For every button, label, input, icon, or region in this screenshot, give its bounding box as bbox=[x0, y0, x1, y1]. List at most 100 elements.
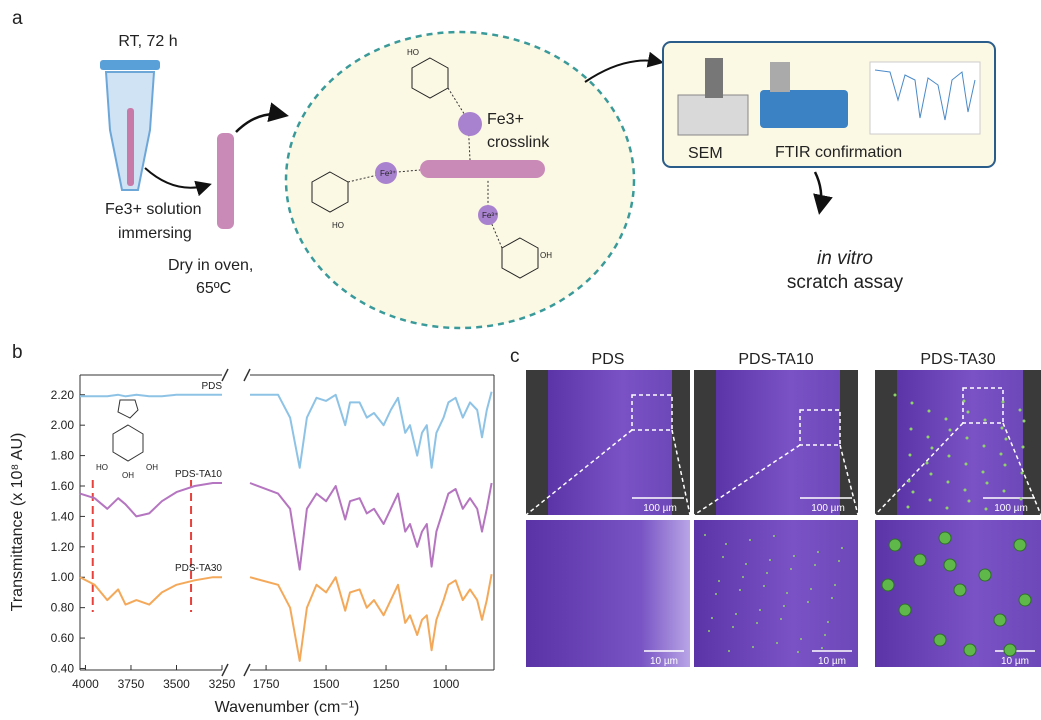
scale-label: 100 µm bbox=[643, 503, 677, 514]
particle bbox=[838, 560, 840, 562]
particle bbox=[908, 480, 911, 483]
particle bbox=[763, 585, 765, 587]
sem-image bbox=[716, 370, 840, 515]
instrument-label: FTIR confirmation bbox=[775, 144, 902, 161]
particle bbox=[1000, 453, 1003, 456]
assay-label: in vitro bbox=[817, 248, 873, 269]
particle bbox=[1004, 464, 1007, 467]
panel-b: b HO OH OH 0.400.600.801.001.201.401.601… bbox=[9, 342, 494, 716]
particle bbox=[783, 605, 785, 607]
particle bbox=[800, 638, 802, 640]
particle bbox=[1004, 644, 1016, 656]
spectrum-line bbox=[250, 483, 492, 570]
particle bbox=[947, 481, 950, 484]
step-text: immersing bbox=[118, 225, 192, 242]
particle bbox=[927, 436, 930, 439]
chem-label: HO bbox=[332, 221, 344, 230]
particle bbox=[907, 506, 910, 509]
particle bbox=[982, 471, 985, 474]
mini-spectrum bbox=[870, 62, 980, 134]
particle bbox=[780, 618, 782, 620]
particle bbox=[1019, 409, 1022, 412]
scale-label: 10 µm bbox=[650, 656, 678, 667]
y-tick-label: 1.20 bbox=[51, 540, 75, 554]
column-title: PDS-TA10 bbox=[738, 351, 813, 368]
y-tick-label: 0.60 bbox=[51, 631, 75, 645]
y-tick-label: 1.00 bbox=[51, 570, 75, 584]
inset-label: OH bbox=[122, 471, 134, 480]
column-title: PDS-TA30 bbox=[920, 351, 995, 368]
particle bbox=[966, 437, 969, 440]
particle bbox=[928, 410, 931, 413]
x-tick-label: 1250 bbox=[373, 677, 400, 691]
particle bbox=[739, 589, 741, 591]
crosslink-zoom bbox=[286, 32, 634, 328]
particle bbox=[831, 597, 833, 599]
scale-label: 10 µm bbox=[818, 656, 846, 667]
y-tick-label: 1.40 bbox=[51, 509, 75, 523]
particle bbox=[948, 455, 951, 458]
scale-label: 100 µm bbox=[811, 503, 845, 514]
particle bbox=[968, 500, 971, 503]
particle bbox=[776, 642, 778, 644]
particle bbox=[810, 588, 812, 590]
ftir-instrument bbox=[760, 90, 848, 128]
chem-label: Fe³⁺ bbox=[380, 169, 396, 178]
particle bbox=[912, 491, 915, 494]
sem-image bbox=[548, 370, 672, 515]
particle bbox=[732, 626, 734, 628]
ftir-top bbox=[770, 62, 790, 92]
y-tick-label: 2.20 bbox=[51, 388, 75, 402]
instrument-label: SEM bbox=[688, 145, 723, 162]
particle bbox=[786, 592, 788, 594]
particle bbox=[834, 584, 836, 586]
axis-break bbox=[222, 664, 228, 676]
y-tick-label: 1.60 bbox=[51, 479, 75, 493]
step-text: Fe3+ solution bbox=[105, 201, 202, 218]
particle bbox=[984, 419, 987, 422]
particle bbox=[766, 572, 768, 574]
particle bbox=[1003, 490, 1006, 493]
particle bbox=[827, 621, 829, 623]
particle bbox=[1022, 446, 1025, 449]
rod bbox=[420, 160, 545, 178]
particle bbox=[722, 556, 724, 558]
particle bbox=[769, 559, 771, 561]
crosslink-label: Fe3+ bbox=[487, 111, 524, 128]
particle bbox=[914, 554, 926, 566]
particle bbox=[910, 428, 913, 431]
chem-label: HO bbox=[407, 48, 419, 57]
particle bbox=[944, 559, 956, 571]
particle bbox=[759, 609, 761, 611]
particle bbox=[790, 568, 792, 570]
particle bbox=[1021, 472, 1024, 475]
particle bbox=[1019, 594, 1031, 606]
sem-image bbox=[897, 370, 1023, 515]
sem-column bbox=[705, 58, 723, 98]
particle bbox=[704, 534, 706, 536]
particle bbox=[994, 614, 1006, 626]
crosslink-label: crosslink bbox=[487, 134, 550, 151]
inset-structure bbox=[118, 400, 138, 418]
rod bbox=[217, 133, 234, 229]
particle bbox=[715, 593, 717, 595]
sample-strip bbox=[127, 108, 134, 186]
arrow bbox=[145, 168, 208, 188]
series-label: PDS bbox=[201, 381, 222, 392]
x-tick-label: 3250 bbox=[209, 677, 236, 691]
particle bbox=[1014, 539, 1026, 551]
particle bbox=[963, 400, 966, 403]
x-axis-label: Wavenumber (cm⁻¹) bbox=[215, 699, 360, 716]
particle bbox=[939, 532, 951, 544]
figure: a RT, 72 h Fe3+ solution immersing Dry i… bbox=[0, 0, 1041, 720]
sem-image-zoom bbox=[526, 520, 690, 667]
particle bbox=[954, 584, 966, 596]
particle bbox=[773, 535, 775, 537]
particle bbox=[909, 454, 912, 457]
spectrum-line bbox=[250, 392, 492, 468]
particle bbox=[1023, 420, 1026, 423]
particle bbox=[911, 402, 914, 405]
particle bbox=[711, 617, 713, 619]
x-tick-label: 3500 bbox=[163, 677, 190, 691]
